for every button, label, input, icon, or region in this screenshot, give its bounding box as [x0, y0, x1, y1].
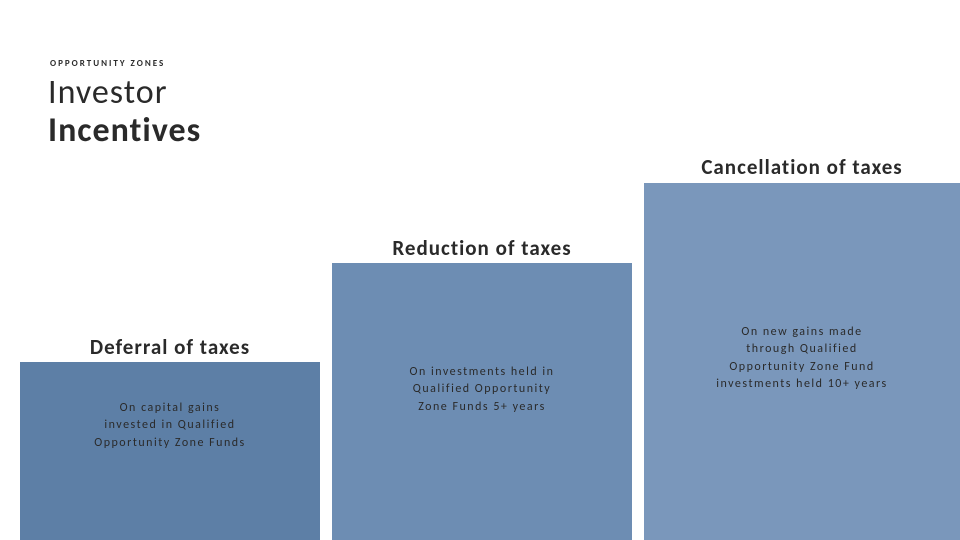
column-2-heading: Reduction of taxes [332, 235, 632, 261]
title-line-1: Investor [48, 72, 168, 113]
column-1-subtext: On capital gains invested in Qualified O… [20, 400, 320, 452]
column-3-heading: Cancellation of taxes [644, 154, 960, 180]
title-line-2: Incentives [48, 110, 201, 151]
column-1-heading: Deferral of taxes [20, 334, 320, 360]
column-3-subtext: On new gains made through Qualified Oppo… [644, 324, 960, 394]
eyebrow-text: OPPORTUNITY ZONES [50, 58, 165, 69]
column-2-subtext: On investments held in Qualified Opportu… [332, 364, 632, 416]
